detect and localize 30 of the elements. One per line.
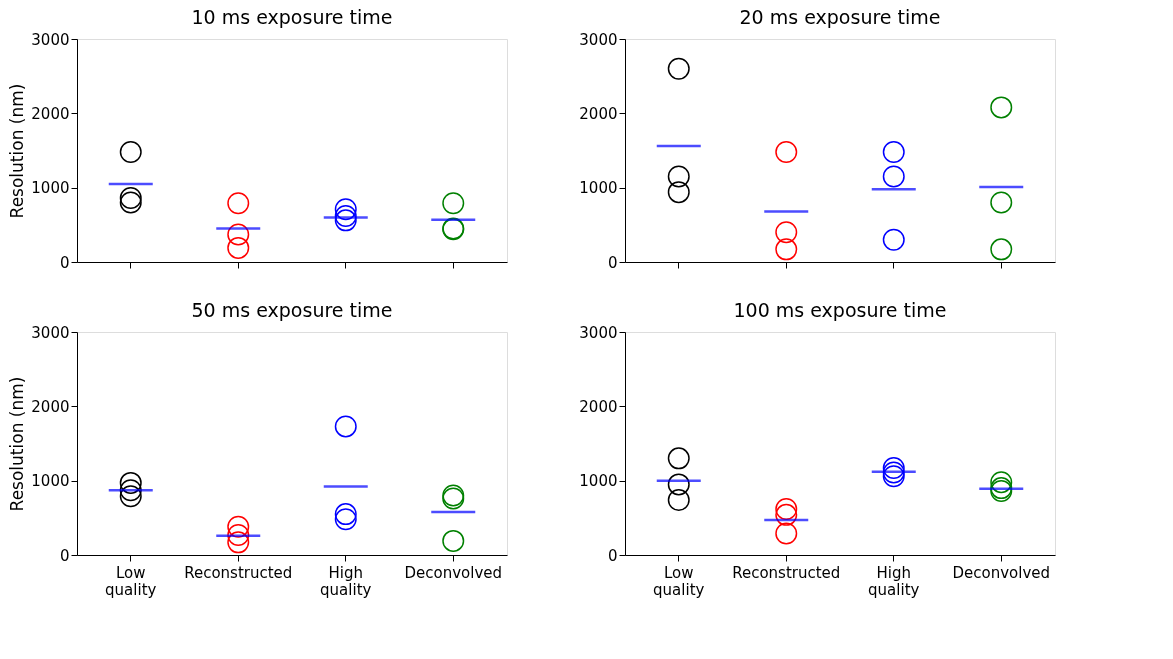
y-tick-label: 1000 xyxy=(579,472,618,491)
x-tick-label: Low quality xyxy=(653,563,705,599)
y-tick-label: 3000 xyxy=(31,30,70,49)
y-tick-label: 3000 xyxy=(579,323,618,342)
chart-title: 10 ms exposure time xyxy=(191,6,393,28)
y-tick-label: 2000 xyxy=(31,104,70,123)
y-tick-label: 3000 xyxy=(31,323,70,342)
y-tick-label: 3000 xyxy=(579,30,618,49)
y-tick-label: 2000 xyxy=(579,104,618,123)
y-tick-label: 0 xyxy=(59,253,70,272)
y-tick-label: 2000 xyxy=(579,397,618,416)
x-tick-label: Reconstructed xyxy=(184,563,293,582)
x-tick-label: High quality xyxy=(320,563,372,599)
chart-title: 100 ms exposure time xyxy=(733,299,947,321)
y-tick-label: 2000 xyxy=(31,397,70,416)
x-tick-label: Deconvolved xyxy=(404,563,503,582)
y-axis-title: Resolution (nm) xyxy=(7,83,28,219)
y-tick-label: 1000 xyxy=(579,179,618,198)
y-tick-label: 1000 xyxy=(31,179,70,198)
chart-title: 50 ms exposure time xyxy=(191,299,393,321)
x-tick-label: Low quality xyxy=(105,563,157,599)
x-tick-label: High quality xyxy=(868,563,920,599)
x-tick-label: Deconvolved xyxy=(952,563,1051,582)
x-tick-label: Reconstructed xyxy=(732,563,841,582)
y-tick-label: 0 xyxy=(607,546,618,565)
y-tick-label: 0 xyxy=(59,546,70,565)
chart-title: 20 ms exposure time xyxy=(739,6,941,28)
y-axis-title: Resolution (nm) xyxy=(7,376,28,512)
y-tick-label: 1000 xyxy=(31,472,70,491)
y-tick-label: 0 xyxy=(607,253,618,272)
